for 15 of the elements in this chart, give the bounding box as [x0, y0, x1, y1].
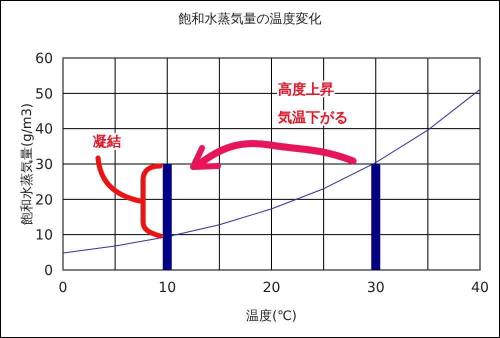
x-tick-label: 20	[262, 280, 280, 296]
y-tick-label: 10	[35, 228, 53, 244]
x-axis-title: 温度(℃)	[246, 308, 297, 324]
x-tick-label: 10	[158, 280, 176, 296]
y-tick-label: 40	[35, 122, 53, 138]
x-tick-label: 40	[471, 280, 489, 296]
y-axis-title: 飽和水蒸気量(g/m3)	[20, 103, 35, 225]
y-tick-label: 20	[35, 192, 53, 208]
y-tick-label: 60	[35, 51, 53, 67]
y-tick-label: 30	[35, 157, 53, 173]
y-tick-label: 50	[35, 86, 53, 102]
chart-title: 飽和水蒸気量の温度変化	[178, 11, 322, 27]
y-tick-label: 0	[44, 263, 53, 279]
x-tick-label: 30	[366, 280, 385, 296]
x-tick-label: 0	[58, 280, 68, 296]
